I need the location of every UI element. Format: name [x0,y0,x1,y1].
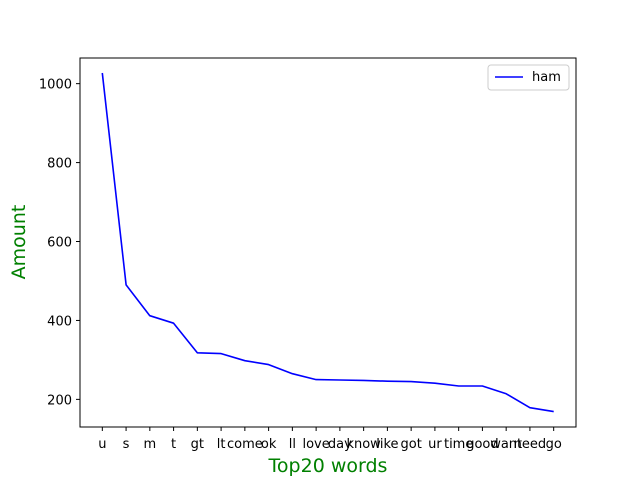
x-tick-label: s [123,437,130,452]
x-tick-label: gt [191,437,204,452]
x-tick-label: lt [217,437,226,452]
x-tick-label: ur [428,437,442,452]
legend-label-ham: ham [532,70,561,85]
y-axis-title: Amount [8,205,30,280]
y-tick-label: 800 [47,157,72,172]
x-tick-label: know [346,437,381,452]
legend: ham [487,64,570,91]
plot-frame [79,57,577,428]
y-tick-label: 600 [47,236,72,251]
plot-area [80,58,576,427]
x-tick-label: time [444,437,473,452]
x-tick-label: like [376,437,398,452]
x-tick-label: u [98,437,106,452]
y-tick-label: 1000 [39,78,72,93]
x-axis-title: Top20 words [268,455,388,477]
x-tick-label: t [171,437,176,452]
series-line-ham [101,72,554,413]
x-tick-label: go [546,437,562,452]
x-tick-label: day [328,437,352,452]
x-tick-label: need [514,437,547,452]
y-axis: 200 400 600 800 1000 [39,78,80,408]
x-tick-label: love [302,437,329,452]
x-tick-label: come [227,437,263,452]
x-tick-label: ok [261,437,277,452]
x-tick-label: got [400,437,421,452]
x-tick-label: ll [289,437,296,452]
x-tick-label: m [143,437,156,452]
x-tick-label: good [466,437,498,452]
x-tick-label: want [490,437,522,452]
y-tick-label: 200 [47,393,72,408]
legend-box [487,64,570,91]
y-tick-label: 400 [47,314,72,329]
